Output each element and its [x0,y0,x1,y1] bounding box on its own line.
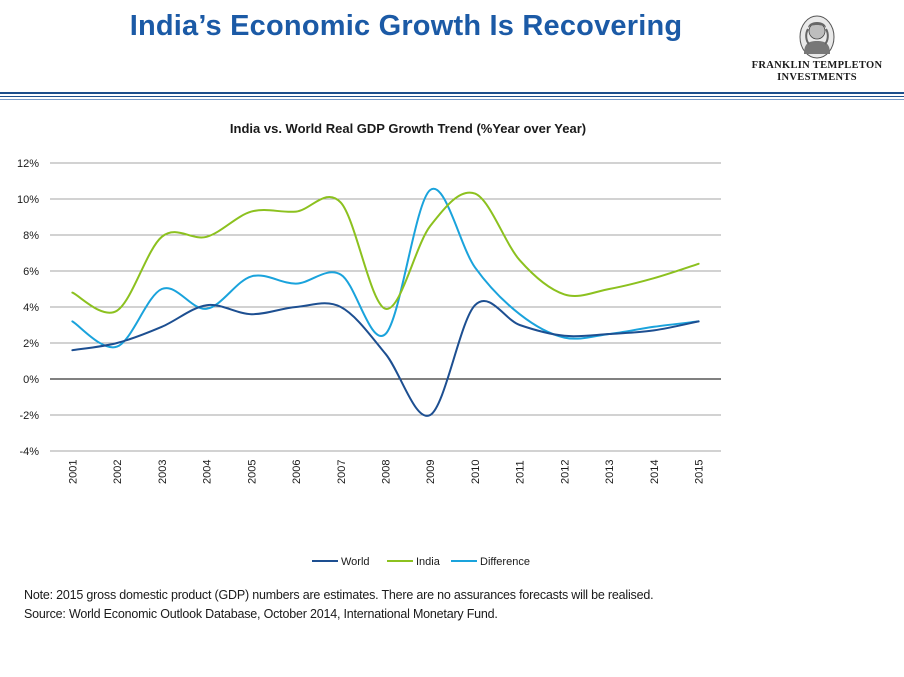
header-rule-bottom [0,99,904,100]
legend-label-india: India [416,556,441,568]
x-tick-label: 2005 [246,460,258,484]
franklin-templeton-logo: FRANKLIN TEMPLETON INVESTMENTS [742,14,902,90]
chart-gridlines [50,162,721,452]
series-line-difference [71,187,700,349]
portrait-icon [799,15,835,59]
series-line-india [71,191,700,314]
y-tick-label: -4% [19,446,39,458]
x-tick-label: 2013 [604,460,616,484]
y-tick-label: 0% [23,374,39,386]
logo-line-2: INVESTMENTS [777,72,857,83]
note-text: Note: 2015 gross domestic product (GDP) … [24,588,654,602]
x-tick-label: 2012 [559,460,571,484]
page-title: India’s Economic Growth Is Recovering [129,10,683,42]
x-tick-label: 2007 [336,460,348,484]
y-tick-label: -2% [19,410,39,422]
x-tick-label: 2010 [470,460,482,484]
y-tick-label: 12% [17,158,39,170]
y-axis-tick-labels: -4% -2% 0% 2% 4% 6% 8% 10% 12% [17,158,39,458]
legend-label-difference: Difference [480,556,530,568]
logo-line-1: FRANKLIN TEMPLETON [751,60,883,71]
legend-label-world: World [341,556,370,568]
x-tick-label: 2009 [425,460,437,484]
x-tick-label: 2014 [649,460,661,484]
series-line-world [71,300,700,417]
chart-title: India vs. World Real GDP Growth Trend (%… [230,121,586,136]
x-tick-label: 2015 [694,460,706,484]
header-rule-top [0,92,904,94]
x-tick-label: 2008 [381,460,393,484]
y-tick-label: 10% [17,194,39,206]
x-tick-label: 2011 [515,460,527,484]
x-tick-label: 2001 [67,460,79,484]
header-rule-middle [0,96,904,97]
footnote: Note: 2015 gross domestic product (GDP) … [24,586,884,624]
x-tick-label: 2004 [202,460,214,484]
x-tick-label: 2003 [157,460,169,484]
x-tick-label: 2002 [112,460,124,484]
x-tick-label: 2006 [291,460,303,484]
y-tick-label: 8% [23,230,39,242]
y-tick-label: 6% [23,266,39,278]
chart-legend: World India Difference [312,556,530,568]
y-tick-label: 2% [23,338,39,350]
y-tick-label: 4% [23,302,39,314]
chart-series [71,187,700,417]
x-axis-tick-labels: 2001 2002 2003 2004 2005 2006 2007 2008 2009 2010… [67,460,705,484]
source-text: Source: World Economic Outlook Database,… [24,607,498,621]
